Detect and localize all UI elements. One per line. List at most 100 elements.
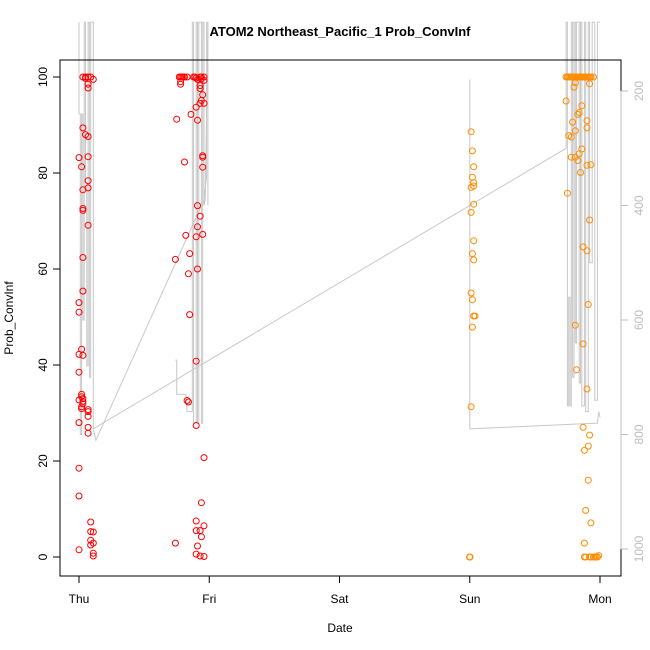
data-point-fri xyxy=(196,82,204,90)
data-point-fri xyxy=(194,116,201,124)
data-point-thu xyxy=(78,163,86,171)
data-point-mon xyxy=(562,97,570,105)
data-point-fri xyxy=(199,230,207,238)
data-point-mon xyxy=(578,145,586,153)
plot-area xyxy=(75,21,603,561)
data-point-fri xyxy=(171,255,179,263)
data-point-mon xyxy=(582,553,590,561)
data-point-fri xyxy=(173,115,181,123)
data-point-fri xyxy=(199,153,207,161)
data-point-thu xyxy=(79,395,87,403)
data-point-sun xyxy=(468,250,476,258)
data-point-mon xyxy=(567,153,575,161)
data-point-sun xyxy=(470,182,478,190)
points-layer xyxy=(75,73,603,561)
depth-line-segment xyxy=(565,21,600,413)
data-point-mon xyxy=(584,442,592,450)
data-point-thu xyxy=(79,206,87,214)
data-point-mon xyxy=(583,161,591,169)
data-point-mon xyxy=(570,83,578,91)
data-point-fri xyxy=(192,517,200,525)
data-point-fri xyxy=(184,398,192,406)
data-point-fri xyxy=(199,91,207,99)
data-point-fri xyxy=(192,103,200,111)
data-point-thu xyxy=(75,299,83,307)
x-tick-label: Thu xyxy=(69,592,90,606)
data-point-thu xyxy=(75,492,83,500)
data-point-thu xyxy=(79,124,87,132)
data-point-mon xyxy=(586,80,594,88)
data-point-mon xyxy=(573,366,581,374)
data-point-mon xyxy=(567,133,575,141)
data-point-thu xyxy=(89,549,97,557)
data-point-thu xyxy=(84,153,92,161)
data-point-fri xyxy=(200,73,208,81)
data-point-thu xyxy=(89,539,97,547)
y-tick-label: 0 xyxy=(36,553,50,560)
data-point-mon xyxy=(587,161,595,169)
data-point-mon xyxy=(587,519,595,527)
data-point-mon xyxy=(582,506,590,514)
y-tick-label: 40 xyxy=(36,358,50,372)
right-depth-axis: 200 400 600 800 1000 xyxy=(620,81,646,562)
y2-tick-label: 600 xyxy=(632,310,646,330)
data-point-fri xyxy=(181,73,188,81)
data-point-thu xyxy=(79,351,87,359)
data-point-mon xyxy=(593,553,601,561)
data-point-fri xyxy=(192,357,200,365)
data-point-thu xyxy=(84,423,92,431)
x-tick-label: Sat xyxy=(330,592,349,606)
data-point-sun xyxy=(470,256,478,264)
data-point-fri xyxy=(194,202,201,210)
data-point-thu xyxy=(75,546,83,554)
data-point-sun xyxy=(467,208,475,216)
data-point-mon xyxy=(571,321,579,329)
data-point-mon xyxy=(583,247,591,255)
data-point-thu xyxy=(75,464,83,472)
data-point-fri xyxy=(192,74,200,82)
data-point-thu xyxy=(84,412,92,420)
data-point-mon xyxy=(583,117,591,125)
data-point-fri xyxy=(196,552,204,560)
x-tick-label: Mon xyxy=(588,592,611,606)
data-point-thu xyxy=(89,528,97,536)
y-tick-label: 80 xyxy=(36,166,50,180)
data-point-fri xyxy=(177,78,185,86)
y2-tick-label: 400 xyxy=(632,195,646,215)
y-tick-label: 100 xyxy=(36,67,50,87)
data-point-fri xyxy=(197,533,205,541)
data-point-sun xyxy=(470,200,478,208)
data-point-fri xyxy=(192,233,200,241)
data-point-fri xyxy=(199,163,207,171)
x-axis: Thu Fri Sat Sun Mon xyxy=(69,575,612,606)
data-point-mon xyxy=(590,73,597,81)
y2-tick-label: 800 xyxy=(632,424,646,444)
data-point-thu xyxy=(78,393,86,401)
data-point-mon xyxy=(583,124,591,132)
data-point-mon xyxy=(563,189,571,197)
data-point-thu xyxy=(79,398,87,405)
data-point-thu xyxy=(78,405,86,413)
data-point-fri xyxy=(181,158,188,166)
data-point-fri xyxy=(196,212,204,220)
data-point-thu xyxy=(84,177,92,185)
depth-line-segment xyxy=(175,21,209,424)
x-tick-label: Sun xyxy=(459,592,480,606)
data-point-fri xyxy=(200,553,208,560)
data-point-fri xyxy=(171,539,179,547)
data-point-sun xyxy=(470,163,478,171)
data-point-thu xyxy=(84,429,92,437)
data-point-fri xyxy=(194,223,201,231)
data-point-mon xyxy=(569,118,577,126)
data-point-thu xyxy=(84,84,92,92)
y2-tick-label: 1000 xyxy=(632,535,646,562)
data-point-fri xyxy=(182,231,190,239)
data-point-thu xyxy=(89,552,97,560)
depth-line-segment xyxy=(78,21,209,442)
depth-line-segment xyxy=(93,147,567,430)
data-point-fri xyxy=(196,85,204,92)
y-axis: 0 20 40 60 80 100 xyxy=(36,67,61,560)
data-point-thu xyxy=(78,390,86,398)
data-point-thu xyxy=(84,221,92,229)
